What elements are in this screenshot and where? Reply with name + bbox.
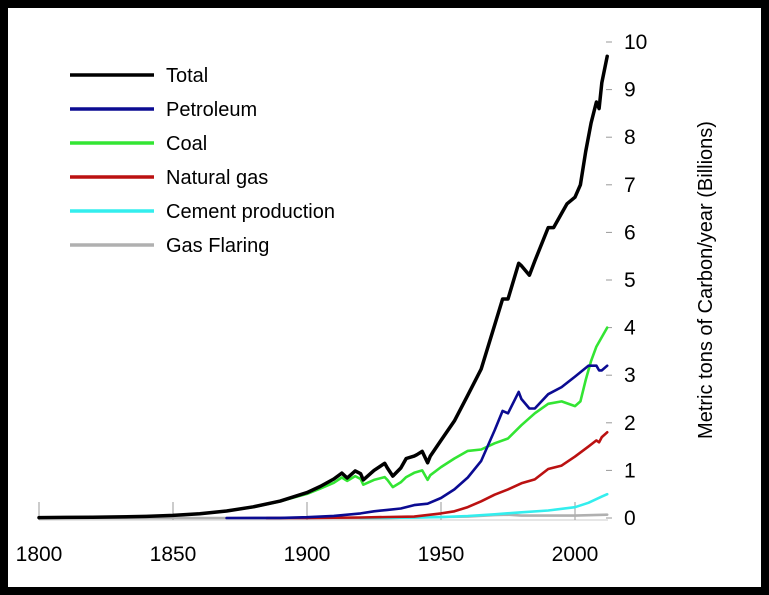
y-tick-label: 9 [624, 79, 636, 102]
legend-label-gas-flaring: Gas Flaring [166, 235, 269, 257]
x-tick-label: 2000 [552, 543, 599, 566]
y-axis-title: Metric tons of Carbon/year (Billions) [695, 121, 717, 439]
series-line-petroleum [225, 364, 609, 520]
y-tick-labels: 0 1 2 3 4 5 6 7 8 9 10 [624, 31, 647, 530]
y-tick-label: 0 [624, 507, 636, 530]
legend-label-total: Total [166, 65, 208, 87]
line-chart: 0 1 2 3 4 5 6 7 8 9 10 1800 1850 1900 1950 2000 Total P… [16, 31, 717, 566]
y-tick-label: 4 [624, 317, 636, 340]
series-line-natural-gas [265, 431, 609, 520]
y-tick-label: 7 [624, 174, 636, 197]
y-tick-label: 2 [624, 412, 636, 435]
y-tick-label: 5 [624, 269, 636, 292]
x-tick-label: 1900 [284, 543, 331, 566]
x-tick-label: 1850 [150, 543, 197, 566]
legend: Total Petroleum Coal Natural gas Cement prod… [70, 65, 335, 257]
legend-label-cement-production: Cement production [166, 201, 335, 223]
legend-label-natural-gas: Natural gas [166, 167, 268, 189]
y-tick-label: 10 [624, 31, 647, 54]
x-tick-label: 1950 [418, 543, 465, 566]
chart-frame: 0 1 2 3 4 5 6 7 8 9 10 1800 1850 1900 1950 2000 Total P… [8, 8, 761, 587]
y-tick-label: 3 [624, 364, 636, 387]
y-tick-label: 8 [624, 126, 636, 149]
series-lines [37, 54, 609, 520]
x-tick-label: 1800 [16, 543, 63, 566]
legend-label-coal: Coal [166, 133, 207, 155]
y-tick-label: 6 [624, 221, 636, 244]
legend-label-petroleum: Petroleum [166, 99, 257, 121]
y-tick-label: 1 [624, 459, 636, 482]
x-tick-labels: 1800 1850 1900 1950 2000 [16, 543, 599, 566]
axis-ticks [38, 41, 612, 521]
series-line-coal [37, 326, 609, 519]
series-line-total [37, 54, 609, 520]
